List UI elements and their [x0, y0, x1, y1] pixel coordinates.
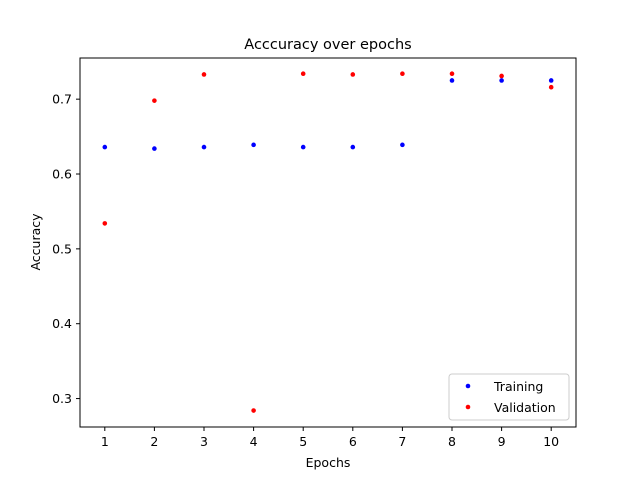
point-validation [499, 73, 504, 79]
x-tick-label: 6 [349, 434, 357, 449]
chart-title: Acccuracy over epochs [244, 37, 411, 53]
data-marks [102, 71, 554, 413]
plot-area: 1 2 3 4 5 6 7 8 9 10 0.3 0.4 0.5 0.6 0.7 [52, 57, 577, 449]
x-tick-label: 10 [543, 434, 559, 449]
point-training [350, 144, 356, 150]
x-tick-label: 4 [250, 434, 258, 449]
point-training [499, 78, 504, 83]
x-tick-label: 1 [101, 434, 109, 449]
legend-box [448, 373, 570, 421]
point-validation [548, 84, 554, 90]
y-axis-ticks: 0.3 0.4 0.5 0.6 0.7 [52, 92, 80, 406]
y-tick-label: 0.6 [52, 167, 72, 182]
legend: Training Validation [448, 373, 570, 421]
legend-label-validation: Validation [494, 400, 556, 415]
x-tick-label: 5 [299, 434, 307, 449]
point-training [102, 144, 108, 150]
y-axis-label: Accuracy [28, 213, 43, 271]
point-validation [350, 72, 356, 77]
point-validation [201, 72, 207, 77]
point-training [251, 142, 256, 148]
x-tick-label: 8 [448, 434, 456, 449]
point-training [300, 144, 306, 150]
point-validation [152, 98, 157, 103]
point-validation [300, 71, 306, 77]
x-axis-label: Epochs [306, 455, 351, 470]
x-tick-label: 3 [200, 434, 208, 449]
y-tick-label: 0.7 [52, 92, 72, 107]
x-axis-ticks: 1 2 3 4 5 6 7 8 9 10 [101, 427, 559, 449]
point-validation [449, 71, 455, 77]
point-training [152, 146, 157, 151]
x-tick-label: 7 [398, 434, 406, 449]
point-training [548, 78, 554, 83]
point-validation [251, 408, 256, 413]
legend-marker-validation [465, 404, 471, 410]
x-tick-label: 9 [498, 434, 506, 449]
legend-marker-training [465, 383, 471, 389]
y-tick-label: 0.5 [52, 241, 72, 256]
point-training [400, 142, 405, 148]
y-tick-label: 0.3 [52, 391, 72, 406]
x-tick-label: 2 [150, 434, 158, 449]
point-validation [102, 221, 108, 226]
axes-frame [79, 57, 577, 428]
point-training [449, 78, 455, 83]
point-training [201, 144, 207, 150]
point-validation [400, 71, 405, 77]
legend-label-training: Training [493, 379, 543, 394]
y-tick-label: 0.4 [52, 316, 72, 331]
